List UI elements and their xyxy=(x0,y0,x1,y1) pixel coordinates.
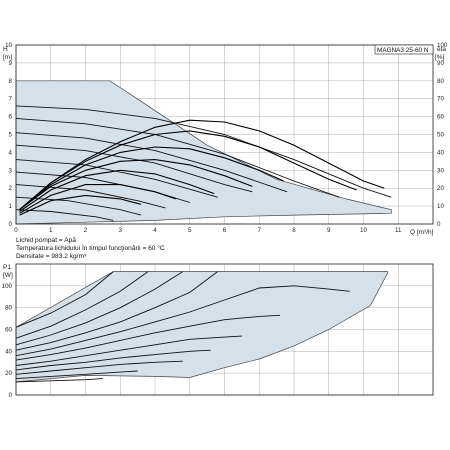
efficiency-tick-label: 20 xyxy=(437,185,444,192)
efficiency-y-tick-labels: 0 10 20 30 40 50 60 70 80 90 100 xyxy=(437,42,448,228)
head-tick-label: 6 xyxy=(9,114,13,121)
power-y-tick-labels: 0 20 40 60 80 100 xyxy=(2,283,13,399)
power-curve xyxy=(15,370,138,380)
efficiency-tick-label: 60 xyxy=(437,114,444,121)
flow-tick-label: 0 xyxy=(14,227,18,234)
power-curve xyxy=(15,314,281,361)
flow-tick-label: 11 xyxy=(395,227,402,234)
head-tick-label: 2 xyxy=(9,185,13,192)
power-curve xyxy=(15,271,184,346)
head-axis-unit: [m] xyxy=(3,54,12,61)
power-curve xyxy=(15,349,211,371)
efficiency-tick-label: 80 xyxy=(437,78,444,85)
power-tick-label: 40 xyxy=(5,348,12,355)
head-tick-label: 5 xyxy=(9,132,13,139)
power-tick-label: 100 xyxy=(2,283,13,290)
power-chart: 0 20 40 60 80 100 P1 [W] xyxy=(2,263,434,399)
power-curve xyxy=(15,285,350,357)
head-curve xyxy=(15,209,114,221)
efficiency-curve xyxy=(19,169,215,212)
efficiency-tick-label: 70 xyxy=(437,96,444,103)
head-tick-label: 4 xyxy=(9,149,13,156)
flow-tick-label: 1 xyxy=(49,227,53,234)
flow-tick-label: 4 xyxy=(153,227,157,234)
flow-axis-label: Q [m³/h] xyxy=(410,229,434,236)
head-efficiency-chart: 0 1 2 3 4 5 6 7 8 9 10 0 10 20 30 40 50 60 70 80 90 100 0 1 2 3… xyxy=(3,42,448,236)
power-tick-label: 0 xyxy=(9,392,13,399)
head-curve xyxy=(15,132,288,193)
power-axis-label: P1 xyxy=(3,264,11,271)
model-label: MAGNA3 25-60 N xyxy=(377,47,429,54)
efficiency-curve xyxy=(19,119,385,211)
power-tick-label: 20 xyxy=(5,370,12,377)
head-curve xyxy=(15,144,253,193)
power-axis-unit: [W] xyxy=(3,272,13,279)
power-tick-label: 60 xyxy=(5,327,12,334)
efficiency-tick-label: 40 xyxy=(437,149,444,156)
efficiency-tick-label: 100 xyxy=(437,42,448,49)
power-curve xyxy=(15,360,183,375)
power-curve xyxy=(15,378,103,383)
fluid-info-temperature: Temperatura lichidului în timpul funcţio… xyxy=(16,244,165,252)
flow-tick-label: 6 xyxy=(223,227,227,234)
efficiency-curve xyxy=(19,159,253,211)
head-tick-label: 3 xyxy=(9,167,13,174)
head-curve xyxy=(15,117,340,198)
fluid-info-density: Densitate = 983.2 kg/m³ xyxy=(16,253,87,260)
head-tick-label: 1 xyxy=(9,203,13,210)
flow-tick-label: 3 xyxy=(119,227,123,234)
power-curve xyxy=(15,335,242,366)
power-tick-label: 80 xyxy=(5,305,12,312)
efficiency-curve xyxy=(19,194,142,216)
head-curve xyxy=(15,196,142,216)
head-tick-label: 7 xyxy=(9,96,13,103)
head-tick-label: 8 xyxy=(9,78,13,85)
efficiency-axis-label: eta xyxy=(437,46,446,53)
flow-tick-label: 9 xyxy=(327,227,331,234)
fluid-info: Lichid pompat = Apă Temperatura lichidul… xyxy=(16,237,165,260)
flow-tick-label: 5 xyxy=(188,227,192,234)
efficiency-axis-unit: [%] xyxy=(435,54,445,61)
power-plot-frame xyxy=(15,263,434,396)
flow-x-tick-labels: 0 1 2 3 4 5 6 7 8 9 10 11 xyxy=(14,227,402,234)
flow-tick-label: 8 xyxy=(292,227,296,234)
power-curve xyxy=(15,271,114,328)
flow-tick-label: 10 xyxy=(360,227,367,234)
efficiency-tick-label: 0 xyxy=(437,221,441,228)
power-operating-envelope xyxy=(15,271,389,383)
power-curves xyxy=(15,271,350,383)
head-tick-label: 9 xyxy=(9,60,13,67)
head-plot-frame xyxy=(15,44,434,225)
efficiency-tick-label: 30 xyxy=(437,167,444,174)
efficiency-curves xyxy=(19,119,385,216)
efficiency-tick-label: 10 xyxy=(437,203,444,210)
efficiency-curve xyxy=(19,146,284,211)
power-curve xyxy=(15,271,218,351)
head-curve xyxy=(15,105,392,198)
efficiency-tick-label: 90 xyxy=(437,60,444,67)
efficiency-tick-label: 50 xyxy=(437,132,444,139)
efficiency-curve xyxy=(19,130,357,211)
flow-tick-label: 2 xyxy=(84,227,88,234)
flow-tick-label: 7 xyxy=(258,227,262,234)
head-y-tick-labels: 0 1 2 3 4 5 6 7 8 9 10 xyxy=(5,42,12,228)
power-curve xyxy=(15,271,149,339)
head-curve xyxy=(15,159,218,198)
head-tick-label: 0 xyxy=(9,221,13,228)
head-tick-label: 10 xyxy=(5,42,12,49)
head-axis-label: H xyxy=(3,46,8,53)
head-curves xyxy=(15,105,392,221)
fluid-info-pumped-liquid: Lichid pompat = Apă xyxy=(16,237,76,244)
model-label-box xyxy=(374,44,434,55)
head-curve xyxy=(15,184,166,209)
efficiency-curve xyxy=(19,184,176,214)
